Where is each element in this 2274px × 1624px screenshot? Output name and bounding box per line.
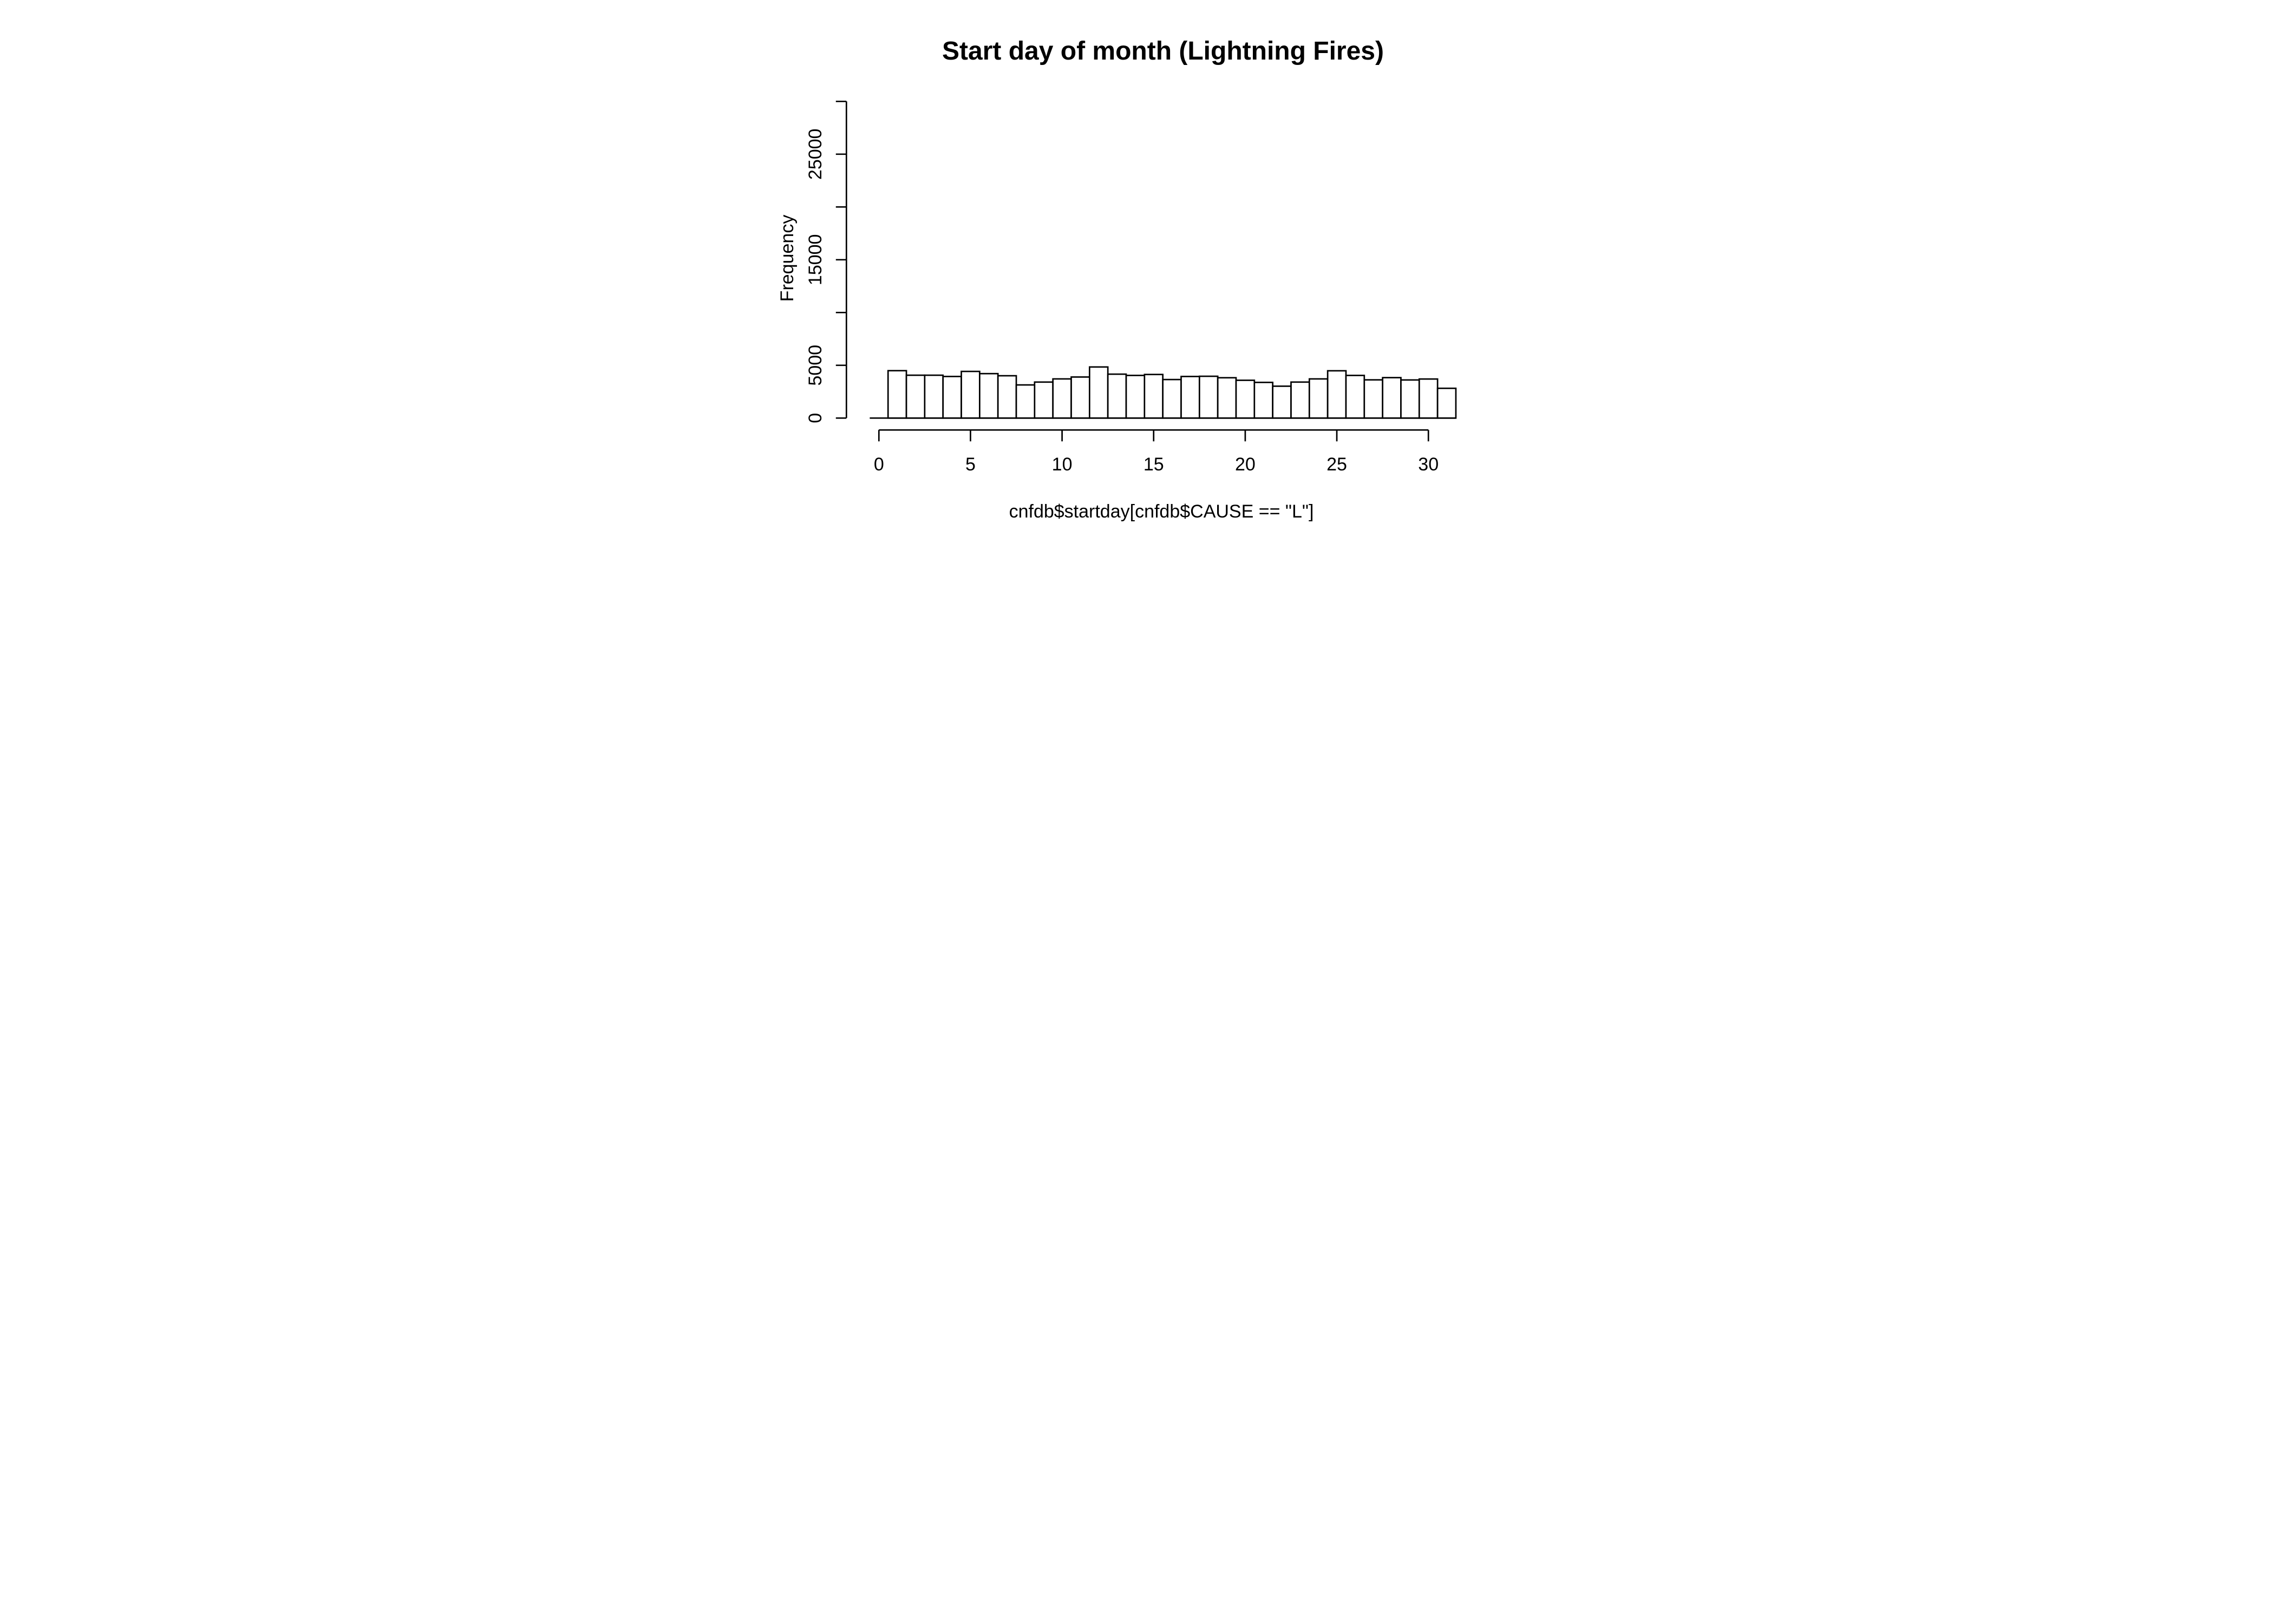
bar-day-16 (1162, 378, 1182, 419)
histogram-figure: Start day of month (Lightning Fires) cnf… (758, 0, 1516, 541)
bar-day-31 (1436, 387, 1457, 419)
bar-day-11 (1070, 376, 1090, 419)
bar-day-26 (1345, 375, 1365, 419)
x-tick-label-30: 30 (1418, 454, 1439, 475)
y-tick-label-0: 0 (805, 413, 826, 423)
bar-day-22 (1272, 385, 1292, 419)
bar-day-27 (1363, 379, 1383, 419)
bar-day-30 (1418, 378, 1439, 419)
bar-day-17 (1180, 376, 1200, 419)
bar-day-18 (1198, 375, 1219, 419)
x-axis-title: cnfdb$startday[cnfdb$CAUSE == "L"] (1009, 501, 1314, 522)
bar-day-5 (960, 370, 981, 419)
y-axis: 0 5000 15000 25000 (805, 100, 847, 423)
bar-day-25 (1327, 370, 1347, 419)
bar-day-8 (1015, 384, 1036, 419)
bar-day-14 (1125, 375, 1146, 419)
x-tick-label-5: 5 (965, 454, 976, 475)
bar-day-28 (1382, 377, 1402, 419)
bar-day-2 (905, 374, 926, 419)
y-tick-label-15000: 15000 (805, 234, 826, 286)
bar-day-23 (1290, 381, 1310, 419)
bar-day-15 (1143, 374, 1164, 419)
y-tick-label-25000: 25000 (805, 129, 826, 180)
bar-day-3 (924, 374, 944, 419)
x-tick-label-20: 20 (1235, 454, 1256, 475)
y-tick-label-5000: 5000 (805, 345, 826, 386)
bar-day-21 (1253, 382, 1273, 419)
x-tick-label-25: 25 (1327, 454, 1347, 475)
x-axis: 0 5 10 15 20 25 30 (874, 429, 1439, 475)
bar-day-12 (1088, 366, 1109, 419)
bar-day-4 (942, 376, 962, 419)
bar-day-20 (1235, 379, 1256, 419)
bar-day-10 (1052, 378, 1072, 419)
x-tick-label-15: 15 (1143, 454, 1164, 475)
x-tick-label-10: 10 (1052, 454, 1073, 475)
bar-day-19 (1217, 377, 1237, 419)
chart-title: Start day of month (Lightning Fires) (942, 37, 1384, 66)
bar-day-13 (1107, 373, 1127, 419)
bar-day-6 (979, 372, 999, 419)
bar-day-1 (887, 370, 907, 419)
histogram-bars (870, 366, 1457, 419)
x-tick-label-0: 0 (874, 454, 884, 475)
bar-day-7 (997, 375, 1017, 419)
bar-day-24 (1308, 378, 1329, 419)
bar-day-9 (1034, 381, 1054, 419)
y-axis-title: Frequency (777, 215, 798, 302)
histogram-svg: Start day of month (Lightning Fires) cnf… (777, 37, 1457, 522)
bar-day-29 (1400, 379, 1420, 419)
